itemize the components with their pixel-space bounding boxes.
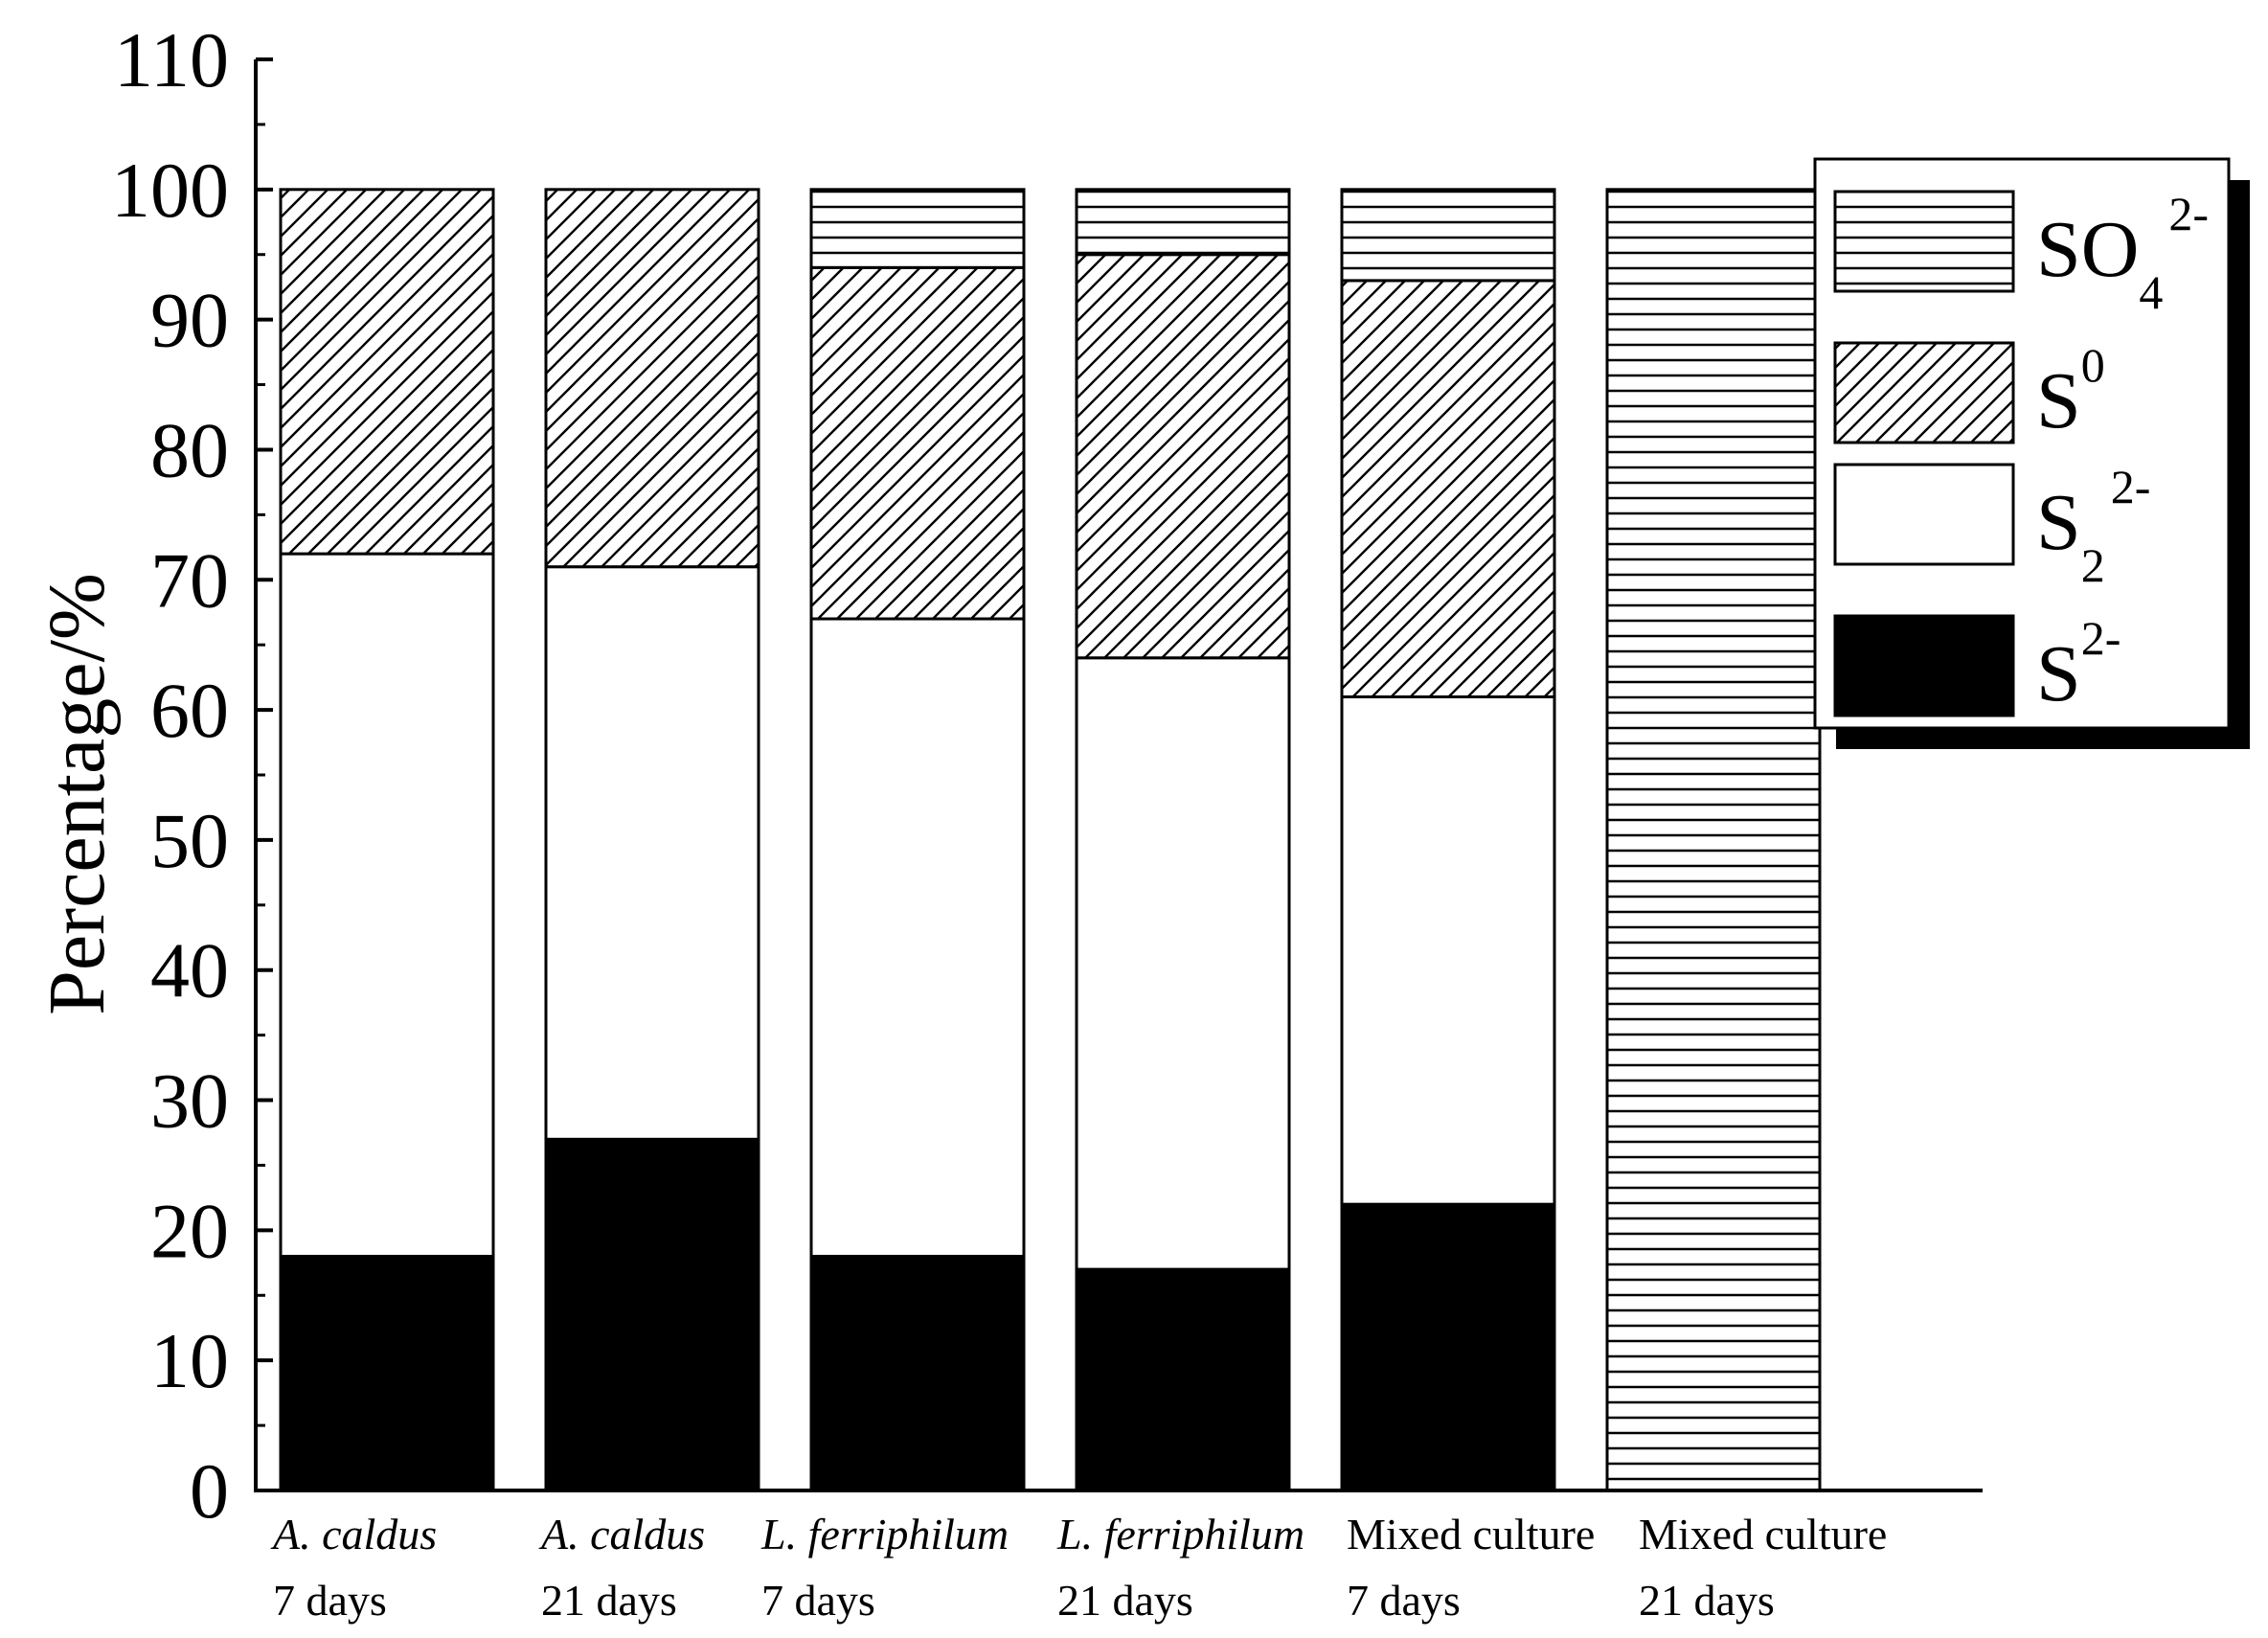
- y-tick-label: 70: [150, 536, 229, 624]
- y-tick-label: 30: [150, 1058, 229, 1145]
- y-axis-title: Percentage/%: [33, 573, 122, 1015]
- y-tick-label: 40: [150, 927, 229, 1014]
- category-name-label: L. ferriphilum: [1056, 1510, 1304, 1558]
- bar-segment-so4-4: [1340, 188, 1556, 283]
- category-labels: A. caldus 7 days A. caldus 21 days L. ferrip…: [270, 1510, 1887, 1625]
- bar-group: [279, 188, 1822, 1492]
- category-period-label: 21 days: [1639, 1576, 1775, 1625]
- legend: SO42- S0 S22- S2-: [1813, 157, 2250, 749]
- bar-segment-s22-4: [1340, 695, 1556, 1206]
- bar-segment-s22-3: [1075, 656, 1291, 1271]
- category-period-label: 7 days: [761, 1576, 875, 1625]
- y-tick-label: 20: [150, 1187, 229, 1274]
- bar-segment-so4-2: [809, 188, 1026, 269]
- bar-segment-so4-3: [1075, 188, 1291, 257]
- bar-segment-s22-1: [544, 565, 760, 1141]
- bar-segment-s22-0: [279, 552, 495, 1259]
- legend-label-s0: S0: [2036, 338, 2105, 445]
- bar-segment-s0-1: [544, 188, 760, 569]
- y-tick-label: 80: [150, 406, 229, 493]
- category-period-label: 21 days: [1057, 1576, 1193, 1625]
- bar-segment-s0-3: [1075, 253, 1291, 660]
- legend-label-s22: S22-: [2036, 460, 2150, 592]
- y-tick-label: 100: [111, 147, 229, 234]
- legend-label-s2: S2-: [2036, 611, 2121, 718]
- y-tick-label: 110: [114, 16, 229, 103]
- y-tick-label: 0: [190, 1447, 229, 1535]
- bar-segment-s2-4: [1340, 1202, 1556, 1492]
- category-period-label: 7 days: [273, 1576, 387, 1625]
- legend-swatch-s0: [1833, 341, 2015, 444]
- legend-swatch-s2: [1833, 614, 2015, 717]
- y-tick-label: 10: [150, 1317, 229, 1404]
- bar-segment-s2-0: [279, 1255, 495, 1492]
- category-name-label: Mixed culture: [1347, 1510, 1595, 1558]
- bar-segment-s0-0: [279, 188, 495, 556]
- bar-segment-s0-4: [1340, 279, 1556, 699]
- category-period-label: 7 days: [1347, 1576, 1461, 1625]
- legend-swatch-s22: [1833, 463, 2015, 566]
- bar-segment-so4-5: [1605, 188, 1822, 1492]
- category-name-label: L. ferriphilum: [760, 1510, 1009, 1558]
- bar-segment-s2-3: [1075, 1267, 1291, 1492]
- bar-segment-s22-2: [809, 617, 1026, 1259]
- bar-segment-s2-2: [809, 1255, 1026, 1492]
- legend-label-so4: SO42-: [2036, 187, 2209, 319]
- y-tick-label: 90: [150, 277, 229, 364]
- y-tick-label: 50: [150, 797, 229, 884]
- category-name-label: A. caldus: [538, 1510, 705, 1558]
- legend-swatch-so4: [1833, 190, 2015, 293]
- bar-segment-s2-1: [544, 1137, 760, 1492]
- category-name-label: A. caldus: [270, 1510, 437, 1558]
- category-name-label: Mixed culture: [1639, 1510, 1887, 1558]
- category-period-label: 21 days: [541, 1576, 677, 1625]
- bar-segment-s0-2: [809, 265, 1026, 621]
- y-tick-label: 60: [150, 667, 229, 754]
- y-ticks: 0 10 20 30 40 50 60 70 80 90 100 110: [111, 16, 273, 1535]
